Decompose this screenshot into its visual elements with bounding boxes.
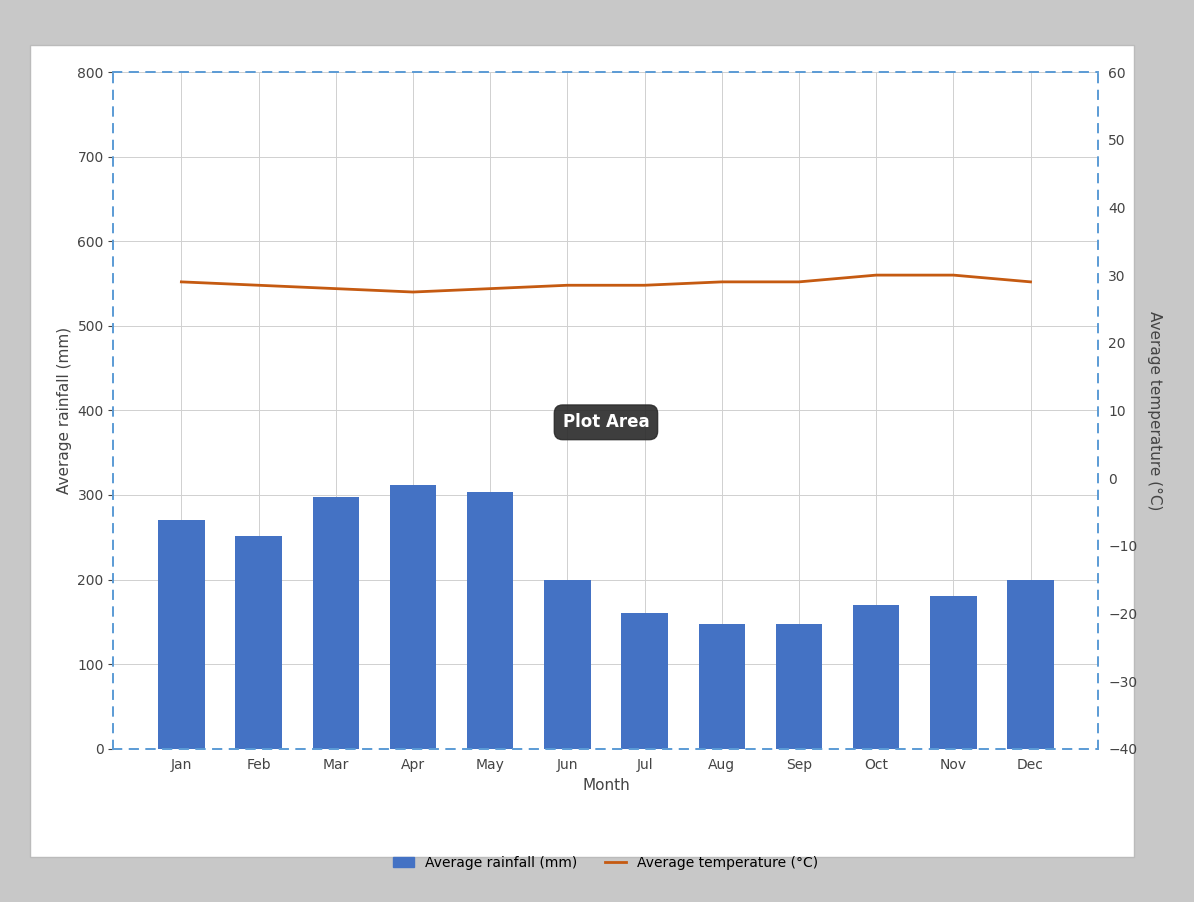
- Bar: [313, 497, 359, 749]
- Bar: [235, 536, 282, 749]
- Text: Plot Area: Plot Area: [562, 413, 650, 431]
- Bar: [930, 596, 977, 749]
- Bar: [853, 605, 899, 749]
- Y-axis label: Average temperature (°C): Average temperature (°C): [1147, 310, 1163, 511]
- Bar: [621, 613, 667, 749]
- Bar: [776, 623, 823, 749]
- Bar: [698, 624, 745, 749]
- X-axis label: Month: Month: [583, 778, 629, 793]
- Bar: [158, 520, 204, 749]
- Bar: [467, 492, 513, 749]
- Legend: Average rainfall (mm), Average temperature (°C): Average rainfall (mm), Average temperatu…: [388, 851, 824, 876]
- Bar: [544, 580, 591, 749]
- Bar: [1008, 580, 1053, 749]
- Y-axis label: Average rainfall (mm): Average rainfall (mm): [57, 327, 72, 494]
- Bar: [389, 485, 436, 749]
